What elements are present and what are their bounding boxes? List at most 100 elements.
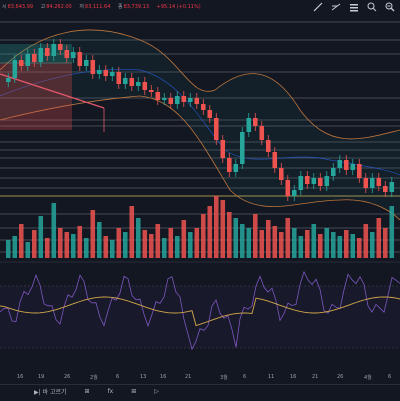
volume-bar (19, 224, 24, 258)
fib-tool-icon[interactable] (330, 1, 342, 13)
candle-body (233, 164, 239, 172)
candle-body (253, 118, 258, 126)
candle-body (305, 176, 310, 184)
line-tool-icon[interactable] (312, 1, 324, 13)
volume-bar (383, 228, 388, 258)
candle-body (207, 110, 213, 118)
close-label: 종 (117, 4, 123, 10)
time-axis-label: 16 (17, 374, 24, 380)
candles-group (6, 39, 395, 201)
candle-body (285, 180, 291, 196)
volume-bar (363, 224, 369, 258)
time-axis[interactable]: 16 19 26 2월 6 13 16 21 3월 6 11 16 21 26 … (0, 372, 400, 384)
time-axis-label: 21 (185, 374, 192, 380)
volume-bar (149, 234, 154, 258)
candle-body (155, 92, 161, 100)
candle-body (279, 168, 284, 180)
oscillator-pane (0, 264, 400, 370)
candle-body (38, 48, 44, 62)
zoom-tool-icon[interactable] (384, 1, 396, 13)
open-value: 83,643.99 (7, 4, 34, 10)
candle-body (188, 98, 193, 102)
candle-body (331, 168, 336, 176)
candle-body (58, 44, 63, 50)
volume-bar (155, 224, 161, 258)
volume-bar (227, 212, 232, 258)
candle-body (383, 186, 388, 192)
volume-bar (389, 206, 395, 258)
time-axis-label: 13 (140, 374, 147, 380)
volume-bar (266, 220, 271, 258)
time-axis-label: 4월 (364, 375, 372, 381)
templates-button[interactable]: ⊞ (131, 388, 137, 395)
candle-body (116, 72, 122, 84)
candle-body (71, 52, 76, 58)
volume-bar (45, 238, 50, 258)
volume-bar (357, 238, 362, 258)
upper-band-line (0, 29, 400, 140)
indicators-button[interactable]: fx (107, 388, 114, 395)
volume-bar (175, 236, 180, 258)
candle-body (6, 78, 11, 82)
time-axis-label: 16 (290, 374, 297, 380)
candle-body (311, 178, 317, 184)
band-fill (0, 30, 400, 220)
candle-body (194, 98, 200, 104)
price-chart[interactable] (0, 0, 400, 372)
candle-body (266, 140, 271, 152)
candle-body (214, 118, 219, 140)
candle-body (324, 176, 330, 186)
oscillator-band (0, 286, 400, 348)
candle-body (51, 44, 57, 56)
volume-bar (311, 224, 317, 258)
candle-body (344, 160, 349, 170)
replay-button[interactable]: ▷ (154, 388, 159, 395)
trend-line (0, 73, 105, 109)
volume-bar (103, 236, 109, 258)
time-axis-label: 6 (243, 374, 247, 380)
time-axis-label: 21 (312, 374, 319, 380)
open-label: 시 (2, 4, 7, 10)
close-value: 83,739.13 (123, 4, 150, 10)
time-axis-label: 6 (116, 374, 120, 380)
volume-bar (188, 232, 193, 258)
candle-body (45, 48, 50, 56)
candle-body (77, 52, 83, 66)
volume-bar (142, 230, 148, 258)
candle-body (240, 132, 245, 164)
volume-bar (233, 218, 239, 258)
measure-tool-icon[interactable] (366, 1, 378, 13)
candle-body (389, 182, 395, 192)
volume-bar (116, 228, 122, 258)
volume-bar (324, 228, 330, 258)
low-value: 83,111.64 (84, 4, 111, 10)
candle-body (84, 60, 89, 66)
change-value: +95.14 (+0.11%) (156, 4, 201, 10)
volume-bar (246, 228, 252, 258)
candle-body (142, 82, 148, 90)
volume-bar (279, 232, 284, 258)
candle-body (318, 178, 323, 186)
time-axis-label: 6 (388, 374, 392, 380)
candle-body (19, 60, 24, 66)
volume-bar (337, 236, 343, 258)
candle-body (149, 90, 154, 92)
volume-bar (38, 216, 44, 258)
text-tool-icon[interactable] (348, 1, 360, 13)
candle-body (201, 104, 206, 110)
volume-bar (123, 232, 128, 258)
candle-body (259, 126, 265, 140)
oscillator-background (0, 264, 400, 370)
candle-body (363, 178, 369, 188)
volume-bar (350, 234, 356, 258)
candle-body (376, 178, 382, 186)
volume-bar (285, 218, 291, 258)
volume-bar (298, 236, 304, 258)
candle-body (64, 50, 70, 58)
go-to-bar-button[interactable]: ▶| 바 고르기 (34, 389, 67, 396)
volume-bar (90, 210, 96, 258)
candle-body (181, 96, 187, 102)
candle-body (123, 78, 128, 84)
layout-button[interactable]: ⊞ (84, 388, 90, 395)
